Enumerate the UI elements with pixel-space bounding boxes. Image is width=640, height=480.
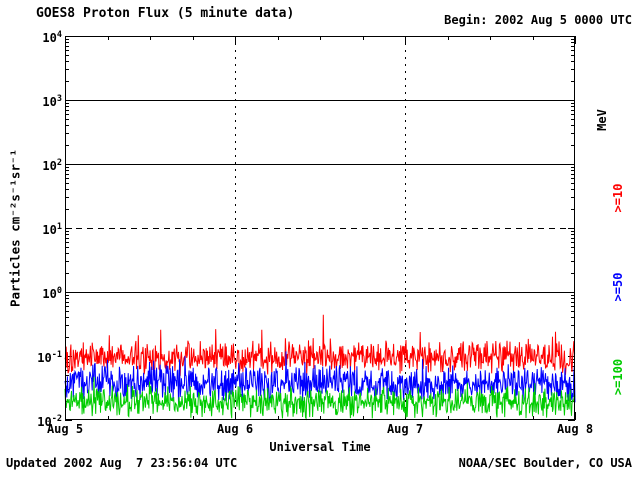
y-tick-label: 10-2 bbox=[37, 414, 62, 429]
begin-timestamp: Begin: 2002 Aug 5 0000 UTC bbox=[444, 13, 632, 27]
x-tick-label: Aug 5 bbox=[46, 422, 84, 436]
right-label-mev: MeV bbox=[595, 109, 609, 131]
right-label-10: >=10 bbox=[611, 183, 625, 213]
y-tick-label: 104 bbox=[42, 30, 62, 45]
y-tick-label: 101 bbox=[42, 222, 62, 237]
page-title: GOES8 Proton Flux (5 minute data) bbox=[36, 6, 295, 21]
right-label-50: >=50 bbox=[611, 272, 625, 302]
credit-text: NOAA/SEC Boulder, CO USA bbox=[458, 456, 632, 470]
y-tick-label: 100 bbox=[42, 286, 62, 301]
updated-timestamp: Updated 2002 Aug 7 23:56:04 UTC bbox=[6, 456, 238, 470]
x-tick-label: Aug 8 bbox=[556, 422, 594, 436]
y-tick-label: 103 bbox=[42, 94, 62, 109]
series--10-mev bbox=[64, 314, 576, 376]
y-axis-title: Particles cm⁻²s⁻¹sr⁻¹ bbox=[7, 148, 23, 308]
plot-frame bbox=[65, 36, 575, 420]
x-tick-label: Aug 7 bbox=[386, 422, 424, 436]
series--50-mev bbox=[64, 351, 576, 404]
series--100-mev bbox=[64, 376, 576, 421]
right-label-100: >=100 bbox=[611, 358, 625, 396]
x-tick-label: Aug 6 bbox=[216, 422, 254, 436]
x-axis-title: Universal Time bbox=[269, 440, 371, 454]
y-tick-label: 10-1 bbox=[37, 350, 62, 365]
y-tick-label: 102 bbox=[42, 158, 62, 173]
